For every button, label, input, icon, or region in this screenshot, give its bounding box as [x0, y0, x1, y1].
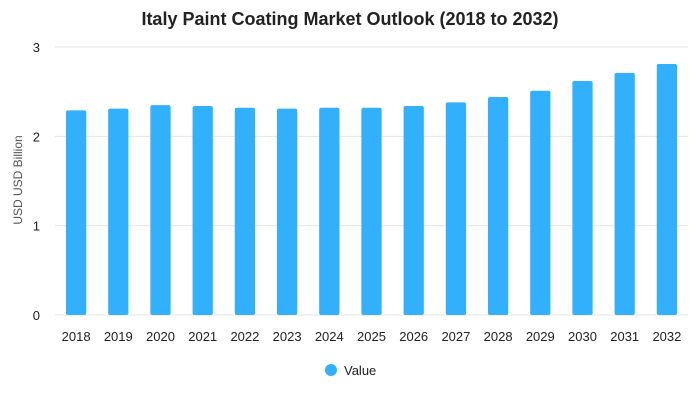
x-tick-label: 2028 [484, 329, 513, 344]
legend[interactable]: Value [325, 363, 376, 378]
x-tick-label: 2027 [441, 329, 470, 344]
bars [65, 63, 678, 316]
bar[interactable] [276, 108, 298, 315]
bar[interactable] [234, 107, 256, 315]
x-tick-label: 2031 [610, 329, 639, 344]
bar[interactable] [361, 107, 382, 315]
bar[interactable] [572, 80, 593, 316]
bar[interactable] [403, 105, 424, 316]
x-tick-label: 2021 [188, 329, 217, 344]
y-axis-label: USD USD Billion [11, 135, 25, 224]
x-tick-label: 2030 [568, 329, 597, 344]
y-tick-label: 2 [33, 129, 40, 144]
bar[interactable] [192, 105, 213, 316]
x-tick-label: 2024 [315, 329, 344, 344]
y-tick-label: 3 [33, 40, 40, 55]
bar[interactable] [656, 63, 678, 316]
bar[interactable] [108, 108, 129, 315]
x-axis-ticks: 2018 2019 2020 2021 2022 2023 2024 2025 2026 2027… [62, 329, 682, 344]
x-tick-label: 2032 [652, 329, 681, 344]
y-tick-label: 1 [33, 219, 40, 234]
bar[interactable] [150, 105, 171, 315]
chart-title: Italy Paint Coating Market Outlook (2018… [141, 9, 558, 29]
y-axis-ticks: 0 1 2 3 [33, 40, 40, 323]
x-tick-label: 2029 [526, 329, 555, 344]
legend-label: Value [344, 363, 376, 378]
x-tick-label: 2023 [273, 329, 302, 344]
bar[interactable] [487, 97, 509, 315]
x-tick-label: 2020 [146, 329, 175, 344]
x-tick-label: 2026 [399, 329, 428, 344]
x-tick-label: 2022 [230, 329, 259, 344]
bar[interactable] [530, 90, 551, 315]
x-tick-label: 2019 [104, 329, 133, 344]
x-tick-label: 2018 [62, 329, 91, 344]
bar[interactable] [65, 110, 87, 315]
bar[interactable] [319, 107, 340, 315]
y-tick-label: 0 [33, 308, 40, 323]
x-tick-label: 2025 [357, 329, 386, 344]
legend-marker [325, 364, 337, 376]
bar[interactable] [614, 72, 635, 315]
bar[interactable] [445, 102, 467, 316]
